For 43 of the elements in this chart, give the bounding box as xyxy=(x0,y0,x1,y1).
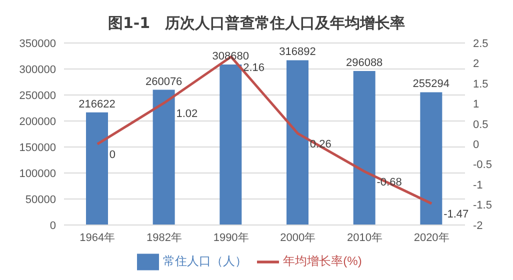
y-tick-label: 150000 xyxy=(19,142,56,154)
bar xyxy=(220,64,242,225)
x-tick-label: 1990年 xyxy=(213,232,249,244)
x-tick-label: 2000年 xyxy=(280,232,316,244)
data-label: 1.02 xyxy=(176,108,198,120)
y2-tick-label: 0.5 xyxy=(473,118,488,131)
x-tick-label: 1982年 xyxy=(146,232,182,244)
legend-label: 年均增长率(%) xyxy=(283,254,362,268)
y2-tick-label: -0.5 xyxy=(473,159,492,172)
y2-tick-label: -1 xyxy=(473,179,483,192)
bar xyxy=(420,92,442,225)
y2-tick-label: 2.5 xyxy=(473,38,488,50)
data-label: 0 xyxy=(109,149,116,162)
data-label: 308680 xyxy=(212,50,250,62)
data-label: 260076 xyxy=(145,76,182,88)
data-label: 296088 xyxy=(346,57,383,70)
data-label: 2.16 xyxy=(243,62,265,74)
chart-title: 图1-1 历次人口普查常住人口及年均增长率 xyxy=(106,13,406,34)
data-label: 316892 xyxy=(279,46,316,58)
y2-tick-label: 1 xyxy=(473,98,480,111)
y-tick-label: 300000 xyxy=(19,64,56,76)
y-tick-label: 0 xyxy=(50,220,56,232)
bar xyxy=(152,90,175,225)
y2-tick-label: -1.5 xyxy=(473,200,492,212)
x-tick-label: 2020年 xyxy=(414,232,450,244)
x-tick-label: 1964年 xyxy=(80,232,116,244)
y2-tick-label: 0 xyxy=(473,139,480,152)
data-label: 216622 xyxy=(78,98,116,110)
y-tick-label: 350000 xyxy=(19,38,56,50)
bar xyxy=(86,112,108,225)
y-tick-label: 250000 xyxy=(19,90,56,102)
data-label: -1.47 xyxy=(444,208,469,221)
y2-tick-label: -2 xyxy=(473,220,483,232)
y-tick-label: 50000 xyxy=(25,194,56,206)
data-label: 255294 xyxy=(412,78,450,90)
x-tick-label: 2010年 xyxy=(347,232,382,244)
y2-tick-label: 1.5 xyxy=(473,78,488,90)
bar xyxy=(353,71,376,225)
y2-tick-label: 2 xyxy=(473,58,480,70)
bar xyxy=(286,60,308,225)
legend-label: 常住人口（人） xyxy=(163,254,248,268)
y-tick-label: 100000 xyxy=(19,168,56,180)
y-tick-label: 200000 xyxy=(19,116,56,128)
